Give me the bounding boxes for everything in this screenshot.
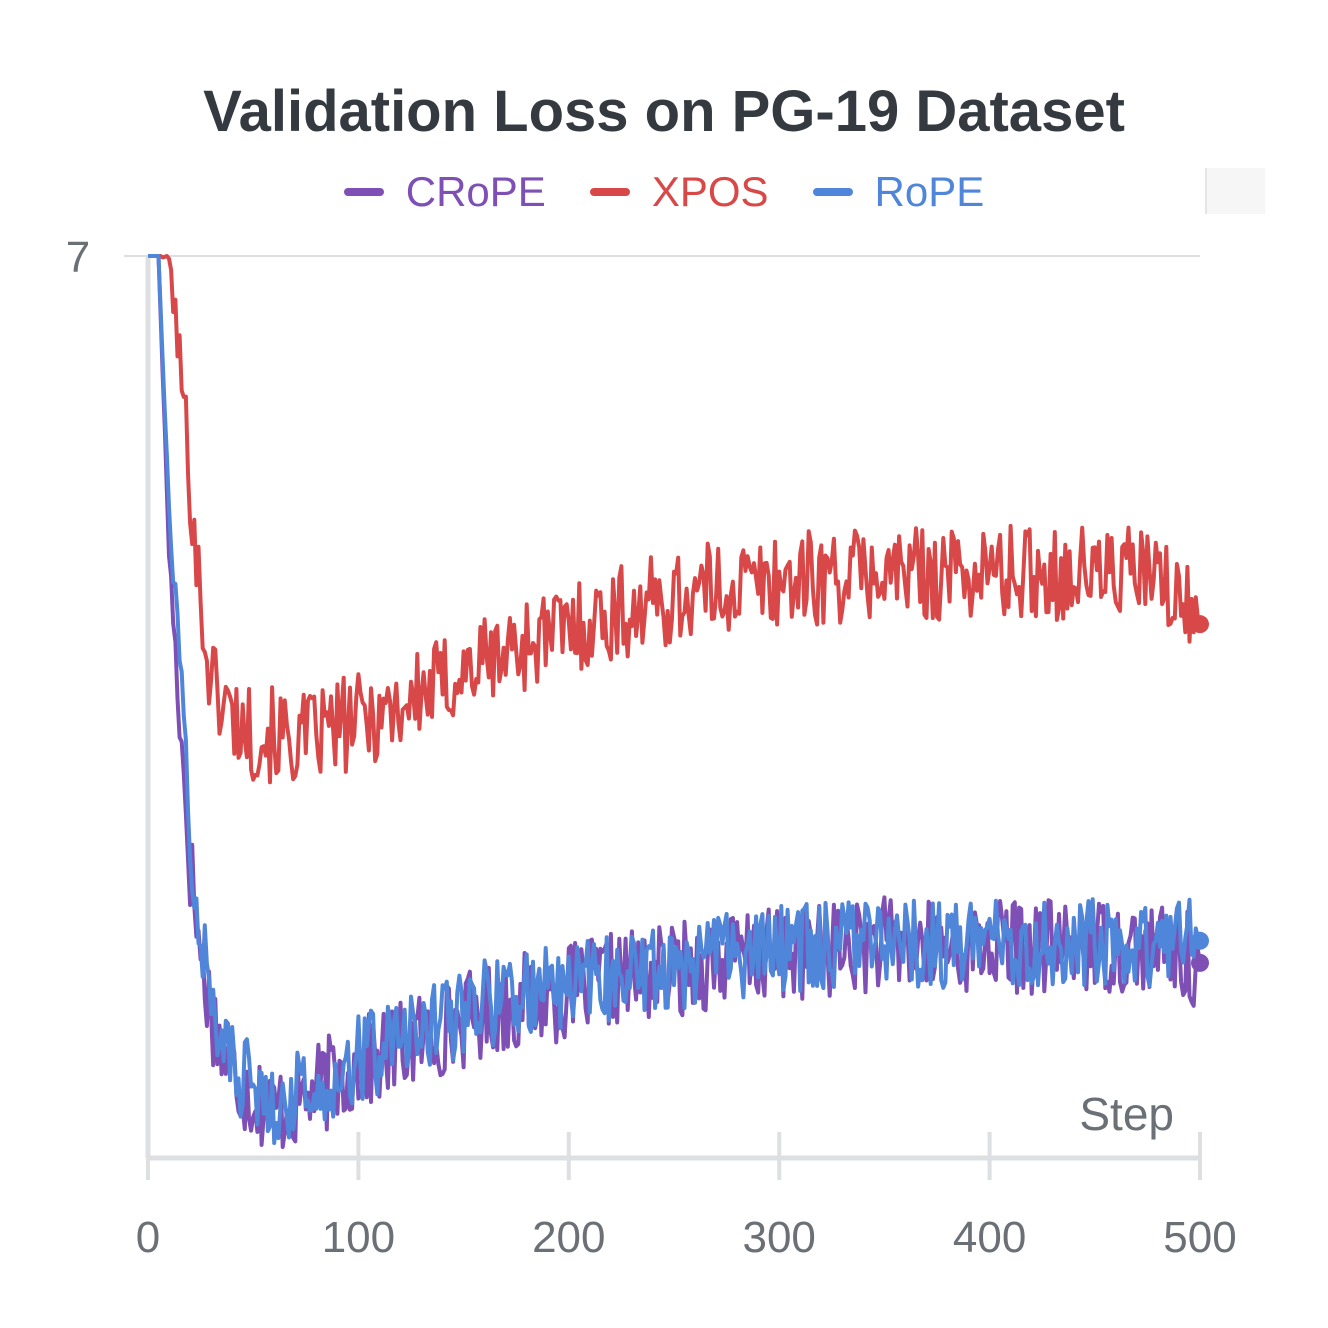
- legend-swatch-rope: [812, 188, 853, 196]
- legend-overflow-button[interactable]: [1205, 168, 1265, 214]
- x-axis-title: Step: [1079, 1088, 1174, 1140]
- legend-swatch-crope: [343, 188, 384, 196]
- legend-item-xpos[interactable]: XPOS: [589, 168, 769, 216]
- x-tick-label: 200: [532, 1213, 605, 1262]
- x-tick-label: 400: [953, 1213, 1026, 1262]
- x-tick-label: 500: [1163, 1213, 1236, 1262]
- series-end-point-xpos: [1191, 615, 1209, 634]
- series-line-crope: [148, 254, 1202, 1149]
- legend-label-rope: RoPE: [874, 168, 985, 215]
- chart-title: Validation Loss on PG-19 Dataset: [203, 79, 1125, 144]
- legend-label-crope: CRoPE: [405, 168, 546, 215]
- x-tick-label: 100: [322, 1213, 395, 1262]
- legend-item-rope[interactable]: RoPE: [812, 168, 985, 216]
- series-line-rope: [148, 254, 1202, 1145]
- series-line-xpos: [148, 254, 1202, 785]
- legend: CRoPE XPOS RoPE: [0, 166, 1328, 218]
- legend-label-xpos: XPOS: [651, 168, 769, 215]
- y-tick-label: 7: [66, 233, 90, 282]
- x-tick-label: 0: [136, 1213, 160, 1262]
- legend-swatch-xpos: [589, 188, 630, 196]
- x-tick-label: 300: [742, 1213, 815, 1262]
- series-end-point-rope: [1191, 931, 1209, 950]
- legend-item-crope[interactable]: CRoPE: [343, 168, 546, 216]
- series-end-point-crope: [1191, 953, 1209, 972]
